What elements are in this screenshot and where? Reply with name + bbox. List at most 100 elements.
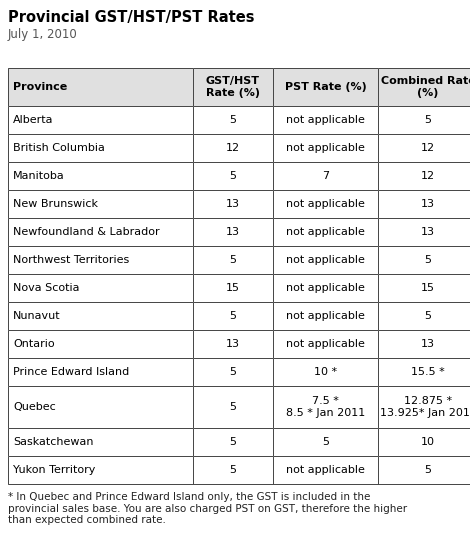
Bar: [8, 218, 193, 246]
Bar: [378, 456, 470, 484]
Bar: [193, 428, 273, 456]
Text: Province: Province: [13, 82, 67, 92]
Bar: [378, 428, 470, 456]
Bar: [193, 302, 273, 330]
Text: Quebec: Quebec: [13, 402, 56, 412]
Bar: [378, 246, 470, 274]
Bar: [378, 302, 470, 330]
Bar: [193, 330, 273, 358]
Bar: [378, 134, 470, 162]
Text: GST/HST
Rate (%): GST/HST Rate (%): [206, 76, 260, 98]
Bar: [378, 218, 470, 246]
Text: 10: 10: [421, 437, 435, 447]
Bar: [193, 386, 273, 428]
Bar: [8, 106, 193, 134]
Bar: [193, 428, 273, 456]
Text: not applicable: not applicable: [286, 465, 365, 475]
Text: Northwest Territories: Northwest Territories: [13, 255, 129, 265]
Text: 12: 12: [421, 143, 435, 153]
Bar: [378, 330, 470, 358]
Bar: [193, 246, 273, 274]
Bar: [8, 330, 193, 358]
Bar: [193, 190, 273, 218]
Text: Prince Edward Island: Prince Edward Island: [13, 367, 129, 377]
Bar: [378, 302, 470, 330]
Bar: [273, 246, 378, 274]
Bar: [193, 358, 273, 386]
Bar: [193, 302, 273, 330]
Bar: [8, 302, 193, 330]
Bar: [8, 358, 193, 386]
Bar: [8, 68, 193, 106]
Bar: [8, 330, 193, 358]
Text: 5: 5: [424, 255, 431, 265]
Bar: [193, 162, 273, 190]
Bar: [8, 456, 193, 484]
Text: 5: 5: [229, 437, 236, 447]
Text: not applicable: not applicable: [286, 311, 365, 321]
Bar: [378, 106, 470, 134]
Bar: [273, 162, 378, 190]
Bar: [8, 162, 193, 190]
Bar: [193, 218, 273, 246]
Text: not applicable: not applicable: [286, 339, 365, 349]
Bar: [378, 386, 470, 428]
Bar: [8, 246, 193, 274]
Text: 13: 13: [226, 227, 240, 237]
Bar: [273, 358, 378, 386]
Text: July 1, 2010: July 1, 2010: [8, 28, 78, 41]
Bar: [8, 386, 193, 428]
Bar: [378, 246, 470, 274]
Text: 5: 5: [322, 437, 329, 447]
Text: 10 *: 10 *: [314, 367, 337, 377]
Bar: [193, 330, 273, 358]
Bar: [273, 134, 378, 162]
Text: * In Quebec and Prince Edward Island only, the GST is included in the
provincial: * In Quebec and Prince Edward Island onl…: [8, 492, 407, 525]
Bar: [273, 190, 378, 218]
Bar: [378, 330, 470, 358]
Bar: [273, 386, 378, 428]
Bar: [8, 358, 193, 386]
Text: Nunavut: Nunavut: [13, 311, 61, 321]
Text: Newfoundland & Labrador: Newfoundland & Labrador: [13, 227, 160, 237]
Text: 13: 13: [226, 339, 240, 349]
Text: not applicable: not applicable: [286, 115, 365, 125]
Bar: [8, 68, 193, 106]
Bar: [273, 302, 378, 330]
Text: 7: 7: [322, 171, 329, 181]
Text: 7.5 *
8.5 * Jan 2011: 7.5 * 8.5 * Jan 2011: [286, 396, 365, 418]
Bar: [378, 386, 470, 428]
Bar: [378, 106, 470, 134]
Text: 5: 5: [229, 171, 236, 181]
Bar: [378, 162, 470, 190]
Bar: [193, 386, 273, 428]
Text: 15: 15: [421, 283, 435, 293]
Bar: [273, 218, 378, 246]
Bar: [273, 106, 378, 134]
Bar: [193, 134, 273, 162]
Bar: [8, 162, 193, 190]
Bar: [8, 190, 193, 218]
Bar: [273, 456, 378, 484]
Text: Nova Scotia: Nova Scotia: [13, 283, 79, 293]
Text: Ontario: Ontario: [13, 339, 55, 349]
Bar: [8, 386, 193, 428]
Bar: [378, 190, 470, 218]
Text: Alberta: Alberta: [13, 115, 54, 125]
Text: 13: 13: [421, 199, 435, 209]
Bar: [193, 218, 273, 246]
Text: PST Rate (%): PST Rate (%): [285, 82, 367, 92]
Bar: [378, 428, 470, 456]
Text: not applicable: not applicable: [286, 283, 365, 293]
Bar: [193, 162, 273, 190]
Bar: [273, 274, 378, 302]
Text: 13: 13: [421, 227, 435, 237]
Bar: [193, 190, 273, 218]
Bar: [8, 302, 193, 330]
Text: 13: 13: [421, 339, 435, 349]
Bar: [8, 246, 193, 274]
Bar: [193, 358, 273, 386]
Bar: [273, 428, 378, 456]
Text: not applicable: not applicable: [286, 255, 365, 265]
Bar: [193, 456, 273, 484]
